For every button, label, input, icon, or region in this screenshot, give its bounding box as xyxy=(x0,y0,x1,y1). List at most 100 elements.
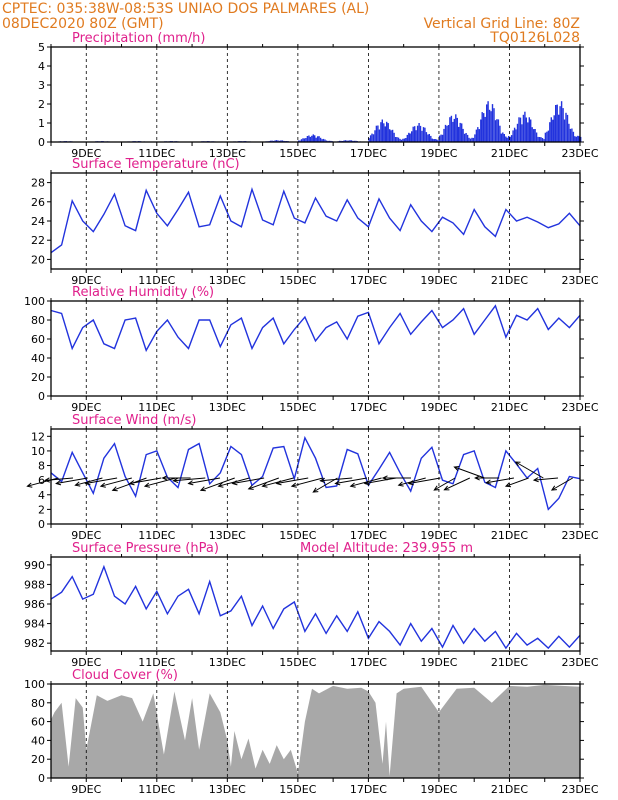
precip-bar xyxy=(347,140,350,142)
precip-bar xyxy=(558,114,560,142)
rh-panel: Relative Humidity (%) 0 20 40 60 80 100 9DEC 11D… xyxy=(24,285,599,414)
precip-bar xyxy=(297,140,300,142)
precip-bar xyxy=(384,126,386,142)
wind-vector-head xyxy=(319,477,326,483)
rh-ytick-label: 0 xyxy=(38,390,45,403)
precip-bar xyxy=(487,101,489,142)
precip-bar xyxy=(303,138,306,142)
precip-bar xyxy=(509,136,511,142)
precip-bar xyxy=(463,133,466,142)
precip-bar xyxy=(440,134,442,142)
rh-xtick-label: 15DEC xyxy=(279,401,316,414)
wind-vector-head xyxy=(161,475,168,481)
pressure-xtick-label: 9DEC xyxy=(71,656,101,669)
pressure-ytick-label: 988 xyxy=(24,578,45,591)
wind-ytick-label: 10 xyxy=(31,445,45,458)
cloud-title: Cloud Cover (%) xyxy=(72,668,178,683)
header-station: CPTEC: 035:38W-08:53S UNIAO DOS PALMARES… xyxy=(2,1,369,17)
precip-ytick-label: 1 xyxy=(38,117,45,130)
precip-bar xyxy=(305,138,307,142)
precip-bar xyxy=(555,105,557,142)
precip-frame xyxy=(50,46,581,143)
precip-bar xyxy=(518,117,520,142)
precip-bar xyxy=(421,130,423,142)
temp-ytick-label: 20 xyxy=(31,253,45,266)
precip-bar xyxy=(300,139,303,142)
wind-vector xyxy=(313,477,338,493)
wind-vector-head xyxy=(275,480,282,486)
precip-bar xyxy=(449,117,451,142)
precip-bar xyxy=(458,126,460,142)
precip-bar xyxy=(488,109,491,142)
wind-vector xyxy=(364,477,397,484)
precip-bar xyxy=(552,119,554,142)
precip-panel: Precipitation (mm/h) 0 1 2 3 4 5 9DEC 11DEC 13DEC… xyxy=(38,31,599,160)
precip-bar xyxy=(275,140,278,142)
precip-bar xyxy=(521,124,523,142)
precip-bar xyxy=(406,134,408,142)
precip-bar xyxy=(372,134,375,142)
wind-ytick-label: 0 xyxy=(38,518,45,531)
precip-bar xyxy=(572,131,575,142)
precip-xtick-label: 15DEC xyxy=(279,147,316,160)
wind-vector xyxy=(408,477,441,484)
header-model: TQ0126L028 xyxy=(489,30,580,46)
precip-bar xyxy=(553,115,555,142)
wind-line xyxy=(50,435,581,511)
wind-vector-head xyxy=(55,480,62,486)
precip-bar xyxy=(302,138,304,142)
wind-xtick-label: 13DEC xyxy=(209,529,246,542)
precip-bar xyxy=(446,125,448,142)
precip-bar xyxy=(450,115,453,142)
wind-xtick-label: 15DEC xyxy=(279,529,316,542)
wind-vector xyxy=(173,477,206,482)
precip-bar xyxy=(494,120,497,142)
precip-bar xyxy=(314,135,316,142)
temp-xtick-label: 21DEC xyxy=(491,274,528,287)
rh-ytick-label: 100 xyxy=(24,295,45,308)
precip-bar xyxy=(318,136,320,142)
rh-ytick-label: 80 xyxy=(31,314,45,327)
rh-line xyxy=(50,304,581,353)
wind-vector-head xyxy=(26,482,33,488)
rh-frame xyxy=(50,300,581,397)
wind-vector-head xyxy=(187,480,194,486)
precip-bar xyxy=(535,132,538,142)
pressure-panel: Surface Pressure (hPa) Model Altitude: 23… xyxy=(24,541,599,669)
precip-bar xyxy=(556,104,558,142)
precip-bar xyxy=(527,122,529,142)
cloud-panel: Cloud Cover (%) 0 20 40 60 80 100 9DEC 11DEC 13DE… xyxy=(24,668,599,796)
precip-bar xyxy=(447,125,450,142)
precip-xtick-label: 23DEC xyxy=(561,147,598,160)
precip-bar xyxy=(434,139,436,142)
precip-bar xyxy=(389,129,391,142)
precip-bar xyxy=(569,128,572,142)
precip-bar xyxy=(515,129,517,142)
wind-xtick-label: 23DEC xyxy=(561,529,598,542)
rh-xtick-label: 9DEC xyxy=(71,401,101,414)
pressure-xtick-label: 13DEC xyxy=(209,656,246,669)
precip-bar xyxy=(452,121,454,142)
pressure-ytick-label: 984 xyxy=(24,618,45,631)
wind-frame xyxy=(50,428,581,525)
wind-vector-head xyxy=(453,466,460,471)
precip-bar xyxy=(399,138,401,142)
wind-ytick-label: 12 xyxy=(31,430,45,443)
pressure-ytick-label: 990 xyxy=(24,559,45,572)
wind-vector xyxy=(533,477,559,481)
rh-xtick-label: 23DEC xyxy=(561,401,598,414)
wind-vector xyxy=(85,477,118,484)
precip-bar xyxy=(409,133,411,142)
wind-vector-head xyxy=(111,486,118,492)
precip-bar xyxy=(560,101,563,142)
cloud-ytick-label: 80 xyxy=(31,697,45,710)
precip-bar xyxy=(405,138,407,142)
precip-bar xyxy=(472,137,475,142)
wind-vector xyxy=(248,477,279,490)
precip-bar xyxy=(493,108,495,142)
header-date: 08DEC2020 80Z (GMT) xyxy=(2,16,164,32)
precip-bar xyxy=(377,125,379,142)
cloud-xtick-label: 17DEC xyxy=(350,783,387,796)
precip-bar xyxy=(477,127,479,142)
